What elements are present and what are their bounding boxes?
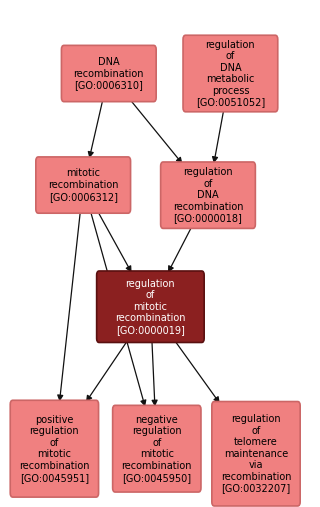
FancyBboxPatch shape [36, 157, 131, 213]
FancyBboxPatch shape [97, 271, 204, 343]
Text: regulation
of
mitotic
recombination
[GO:0000019]: regulation of mitotic recombination [GO:… [115, 278, 186, 335]
FancyBboxPatch shape [113, 406, 201, 492]
Text: positive
regulation
of
mitotic
recombination
[GO:0045951]: positive regulation of mitotic recombina… [19, 415, 90, 483]
Text: regulation
of
DNA
recombination
[GO:0000018]: regulation of DNA recombination [GO:0000… [173, 167, 243, 224]
FancyBboxPatch shape [10, 401, 99, 497]
Text: DNA
recombination
[GO:0006310]: DNA recombination [GO:0006310] [74, 57, 144, 90]
Text: regulation
of
DNA
metabolic
process
[GO:0051052]: regulation of DNA metabolic process [GO:… [196, 40, 265, 107]
Text: regulation
of
telomere
maintenance
via
recombination
[GO:0032207]: regulation of telomere maintenance via r… [221, 414, 291, 494]
FancyBboxPatch shape [61, 46, 156, 101]
FancyBboxPatch shape [212, 402, 300, 506]
FancyBboxPatch shape [161, 162, 255, 228]
Text: negative
regulation
of
mitotic
recombination
[GO:0045950]: negative regulation of mitotic recombina… [122, 415, 192, 483]
Text: mitotic
recombination
[GO:0006312]: mitotic recombination [GO:0006312] [48, 168, 118, 202]
FancyBboxPatch shape [183, 35, 278, 112]
